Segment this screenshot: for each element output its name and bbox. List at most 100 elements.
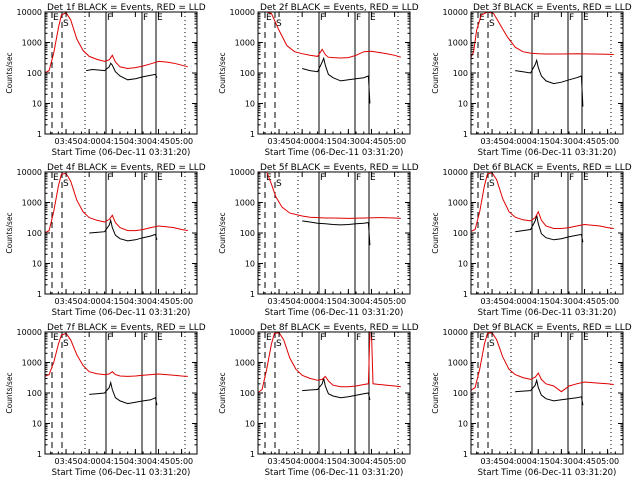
x-tick-label: 04:30	[337, 297, 360, 306]
flag-label: S	[63, 19, 69, 29]
x-tick-label: 04:30	[550, 297, 573, 306]
x-axis-label: Start Time (06-Dec-11 03:31:20)	[265, 148, 404, 158]
y-tick-label: 1000	[448, 359, 468, 368]
y-tick-label: 10	[458, 420, 468, 429]
x-tick-label: 04:30	[550, 137, 573, 146]
x-tick-label: 04:30	[337, 137, 360, 146]
flag-label: S	[489, 339, 495, 349]
x-tick-label: 03:45	[268, 137, 291, 146]
x-tick-label: 04:15	[527, 137, 550, 146]
x-tick-label: 05:00	[596, 137, 619, 146]
flag-label: F	[107, 13, 112, 23]
x-tick-label: 04:00	[291, 297, 314, 306]
y-axis-label: Counts/sec	[5, 372, 14, 413]
y-tick-label: 1000	[235, 39, 255, 48]
flag-label: E	[266, 13, 272, 23]
y-tick-label: 1000	[235, 199, 255, 208]
x-tick-label: 04:45	[573, 297, 596, 306]
flag-label: F	[356, 333, 361, 343]
flag-label: E	[53, 333, 59, 343]
series-events-line	[302, 378, 371, 400]
series-events-line	[89, 380, 158, 406]
flag-label: F	[107, 333, 112, 343]
chart-title: Det 6f BLACK = Events, RED = LLD	[473, 163, 632, 173]
x-tick-label: 05:00	[383, 137, 406, 146]
y-tick-label: 10	[245, 260, 255, 269]
x-tick-label: 05:00	[170, 297, 193, 306]
chart-title: Det 4f BLACK = Events, RED = LLD	[47, 163, 206, 173]
y-tick-label: 100	[453, 229, 468, 238]
x-tick-label: 03:45	[268, 297, 291, 306]
y-tick-label: 1	[250, 130, 255, 139]
y-tick-label: 1000	[22, 359, 42, 368]
flag-label: E	[370, 13, 376, 23]
y-axis-label: Counts/sec	[218, 372, 227, 413]
y-tick-label: 10000	[17, 328, 42, 337]
y-tick-label: 100	[27, 229, 42, 238]
series-lld-line	[260, 12, 401, 59]
y-tick-label: 10000	[443, 328, 468, 337]
y-axis-label: Counts/sec	[431, 52, 440, 93]
flag-label: F	[356, 173, 361, 183]
flag-label: E	[583, 333, 589, 343]
flag-label: F	[356, 13, 361, 23]
x-axis-label: Start Time (06-Dec-11 03:31:20)	[52, 148, 191, 158]
flag-label: E	[479, 333, 485, 343]
series-lld-line	[471, 332, 614, 393]
series-events-line	[515, 378, 584, 406]
x-tick-label: 04:15	[101, 457, 124, 466]
x-tick-label: 04:15	[101, 137, 124, 146]
chart-title: Det 1f BLACK = Events, RED = LLD	[47, 3, 206, 13]
flag-label: E	[479, 13, 485, 23]
flag-label: E	[583, 13, 589, 23]
flag-label: E	[157, 13, 163, 23]
x-tick-label: 04:30	[550, 457, 573, 466]
x-tick-label: 03:45	[55, 137, 78, 146]
flag-label: E	[157, 173, 163, 183]
y-tick-label: 10	[458, 260, 468, 269]
x-tick-label: 04:15	[314, 457, 337, 466]
series-lld-line	[258, 172, 401, 219]
x-tick-label: 05:00	[596, 457, 619, 466]
x-tick-label: 05:00	[170, 137, 193, 146]
flag-label: S	[276, 19, 282, 29]
y-axis-label: Counts/sec	[5, 52, 14, 93]
x-tick-label: 04:00	[504, 297, 527, 306]
flag-label: F	[569, 13, 574, 23]
series-events-line	[515, 58, 584, 107]
y-tick-label: 10	[32, 100, 42, 109]
chart-title: Det 7f BLACK = Events, RED = LLD	[47, 323, 206, 333]
y-tick-label: 10000	[230, 168, 255, 177]
y-axis-label: Counts/sec	[218, 212, 227, 253]
x-tick-label: 04:45	[147, 137, 170, 146]
x-tick-label: 03:45	[55, 297, 78, 306]
x-tick-label: 03:45	[268, 457, 291, 466]
x-axis-label: Start Time (06-Dec-11 03:31:20)	[265, 308, 404, 318]
flag-label: F	[320, 173, 325, 183]
y-tick-label: 1	[37, 290, 42, 299]
y-tick-label: 1	[463, 290, 468, 299]
x-axis-label: Start Time (06-Dec-11 03:31:20)	[265, 468, 404, 478]
y-tick-label: 10	[458, 100, 468, 109]
flag-label: S	[489, 19, 495, 29]
x-axis-label: Start Time (06-Dec-11 03:31:20)	[478, 468, 617, 478]
flag-label: E	[53, 13, 59, 23]
x-tick-label: 03:45	[55, 457, 78, 466]
x-tick-label: 04:45	[360, 297, 383, 306]
series-lld-line	[258, 332, 401, 394]
y-tick-label: 100	[27, 69, 42, 78]
y-tick-label: 10	[245, 420, 255, 429]
x-tick-label: 04:45	[360, 137, 383, 146]
x-tick-label: 04:00	[504, 457, 527, 466]
x-tick-label: 03:45	[481, 137, 504, 146]
flag-label: F	[107, 173, 112, 183]
flag-label: E	[479, 173, 485, 183]
